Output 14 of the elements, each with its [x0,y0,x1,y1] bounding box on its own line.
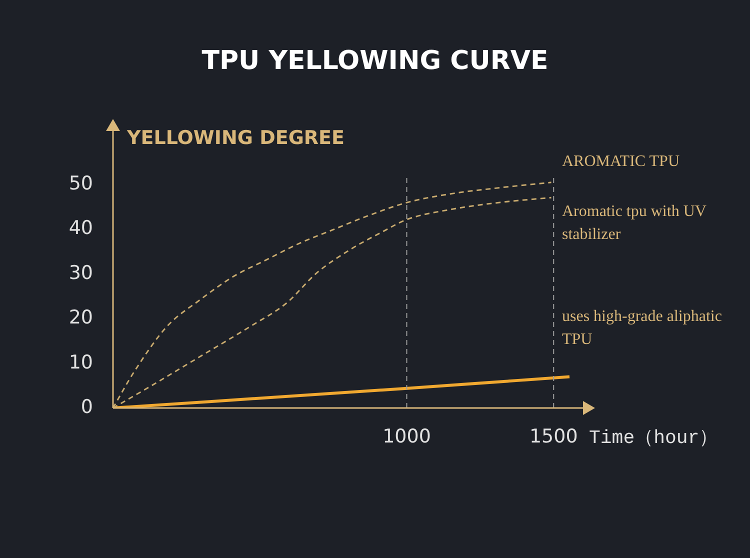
x-tick-label: 1000 [382,425,431,448]
y-tick-label: 20 [68,306,93,329]
y-axis-title: YELLOWING DEGREE [126,126,344,149]
x-tick-label: 1500 [529,425,578,448]
series-label: AROMATIC TPU [562,153,680,170]
y-tick-label: 30 [68,262,93,284]
y-tick-label: 10 [68,351,93,374]
x-axis-title: Time（hour） [589,427,718,450]
chart-title: TPU YELLOWING CURVE [202,46,548,76]
y-tick-label: 50 [68,172,93,195]
y-tick-label: 40 [68,217,93,240]
y-tick-label: 0 [80,396,93,418]
series-label: Aromatic tpu with UV stabilizer [562,203,707,244]
series-label: uses high-grade aliphatic TPU [562,308,722,348]
